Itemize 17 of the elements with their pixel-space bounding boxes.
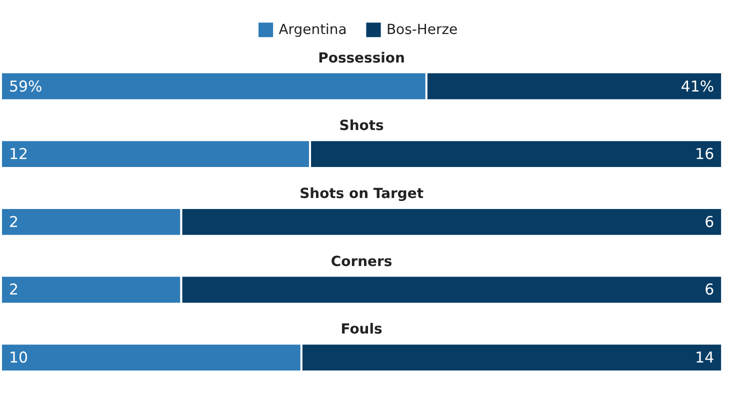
data-label: 14 bbox=[695, 348, 714, 367]
chart-title: Shots bbox=[339, 118, 384, 134]
data-label: 10 bbox=[8, 348, 28, 367]
chart-title: Fouls bbox=[340, 322, 382, 338]
data-label: 6 bbox=[704, 280, 714, 299]
data-label: 2 bbox=[8, 280, 18, 299]
data-label: 16 bbox=[695, 145, 714, 164]
chart-title: Shots on Target bbox=[300, 186, 424, 202]
chart-title: Possession bbox=[318, 50, 405, 66]
legend-label: Bos-Herze bbox=[386, 22, 458, 38]
data-label: 59% bbox=[8, 77, 42, 96]
legend-label: Argentina bbox=[278, 22, 347, 38]
data-label: 2 bbox=[8, 212, 18, 231]
data-label: 6 bbox=[704, 212, 714, 231]
data-label: 12 bbox=[8, 145, 28, 164]
data-label: 41% bbox=[680, 77, 714, 96]
chart-title: Corners bbox=[330, 254, 392, 270]
